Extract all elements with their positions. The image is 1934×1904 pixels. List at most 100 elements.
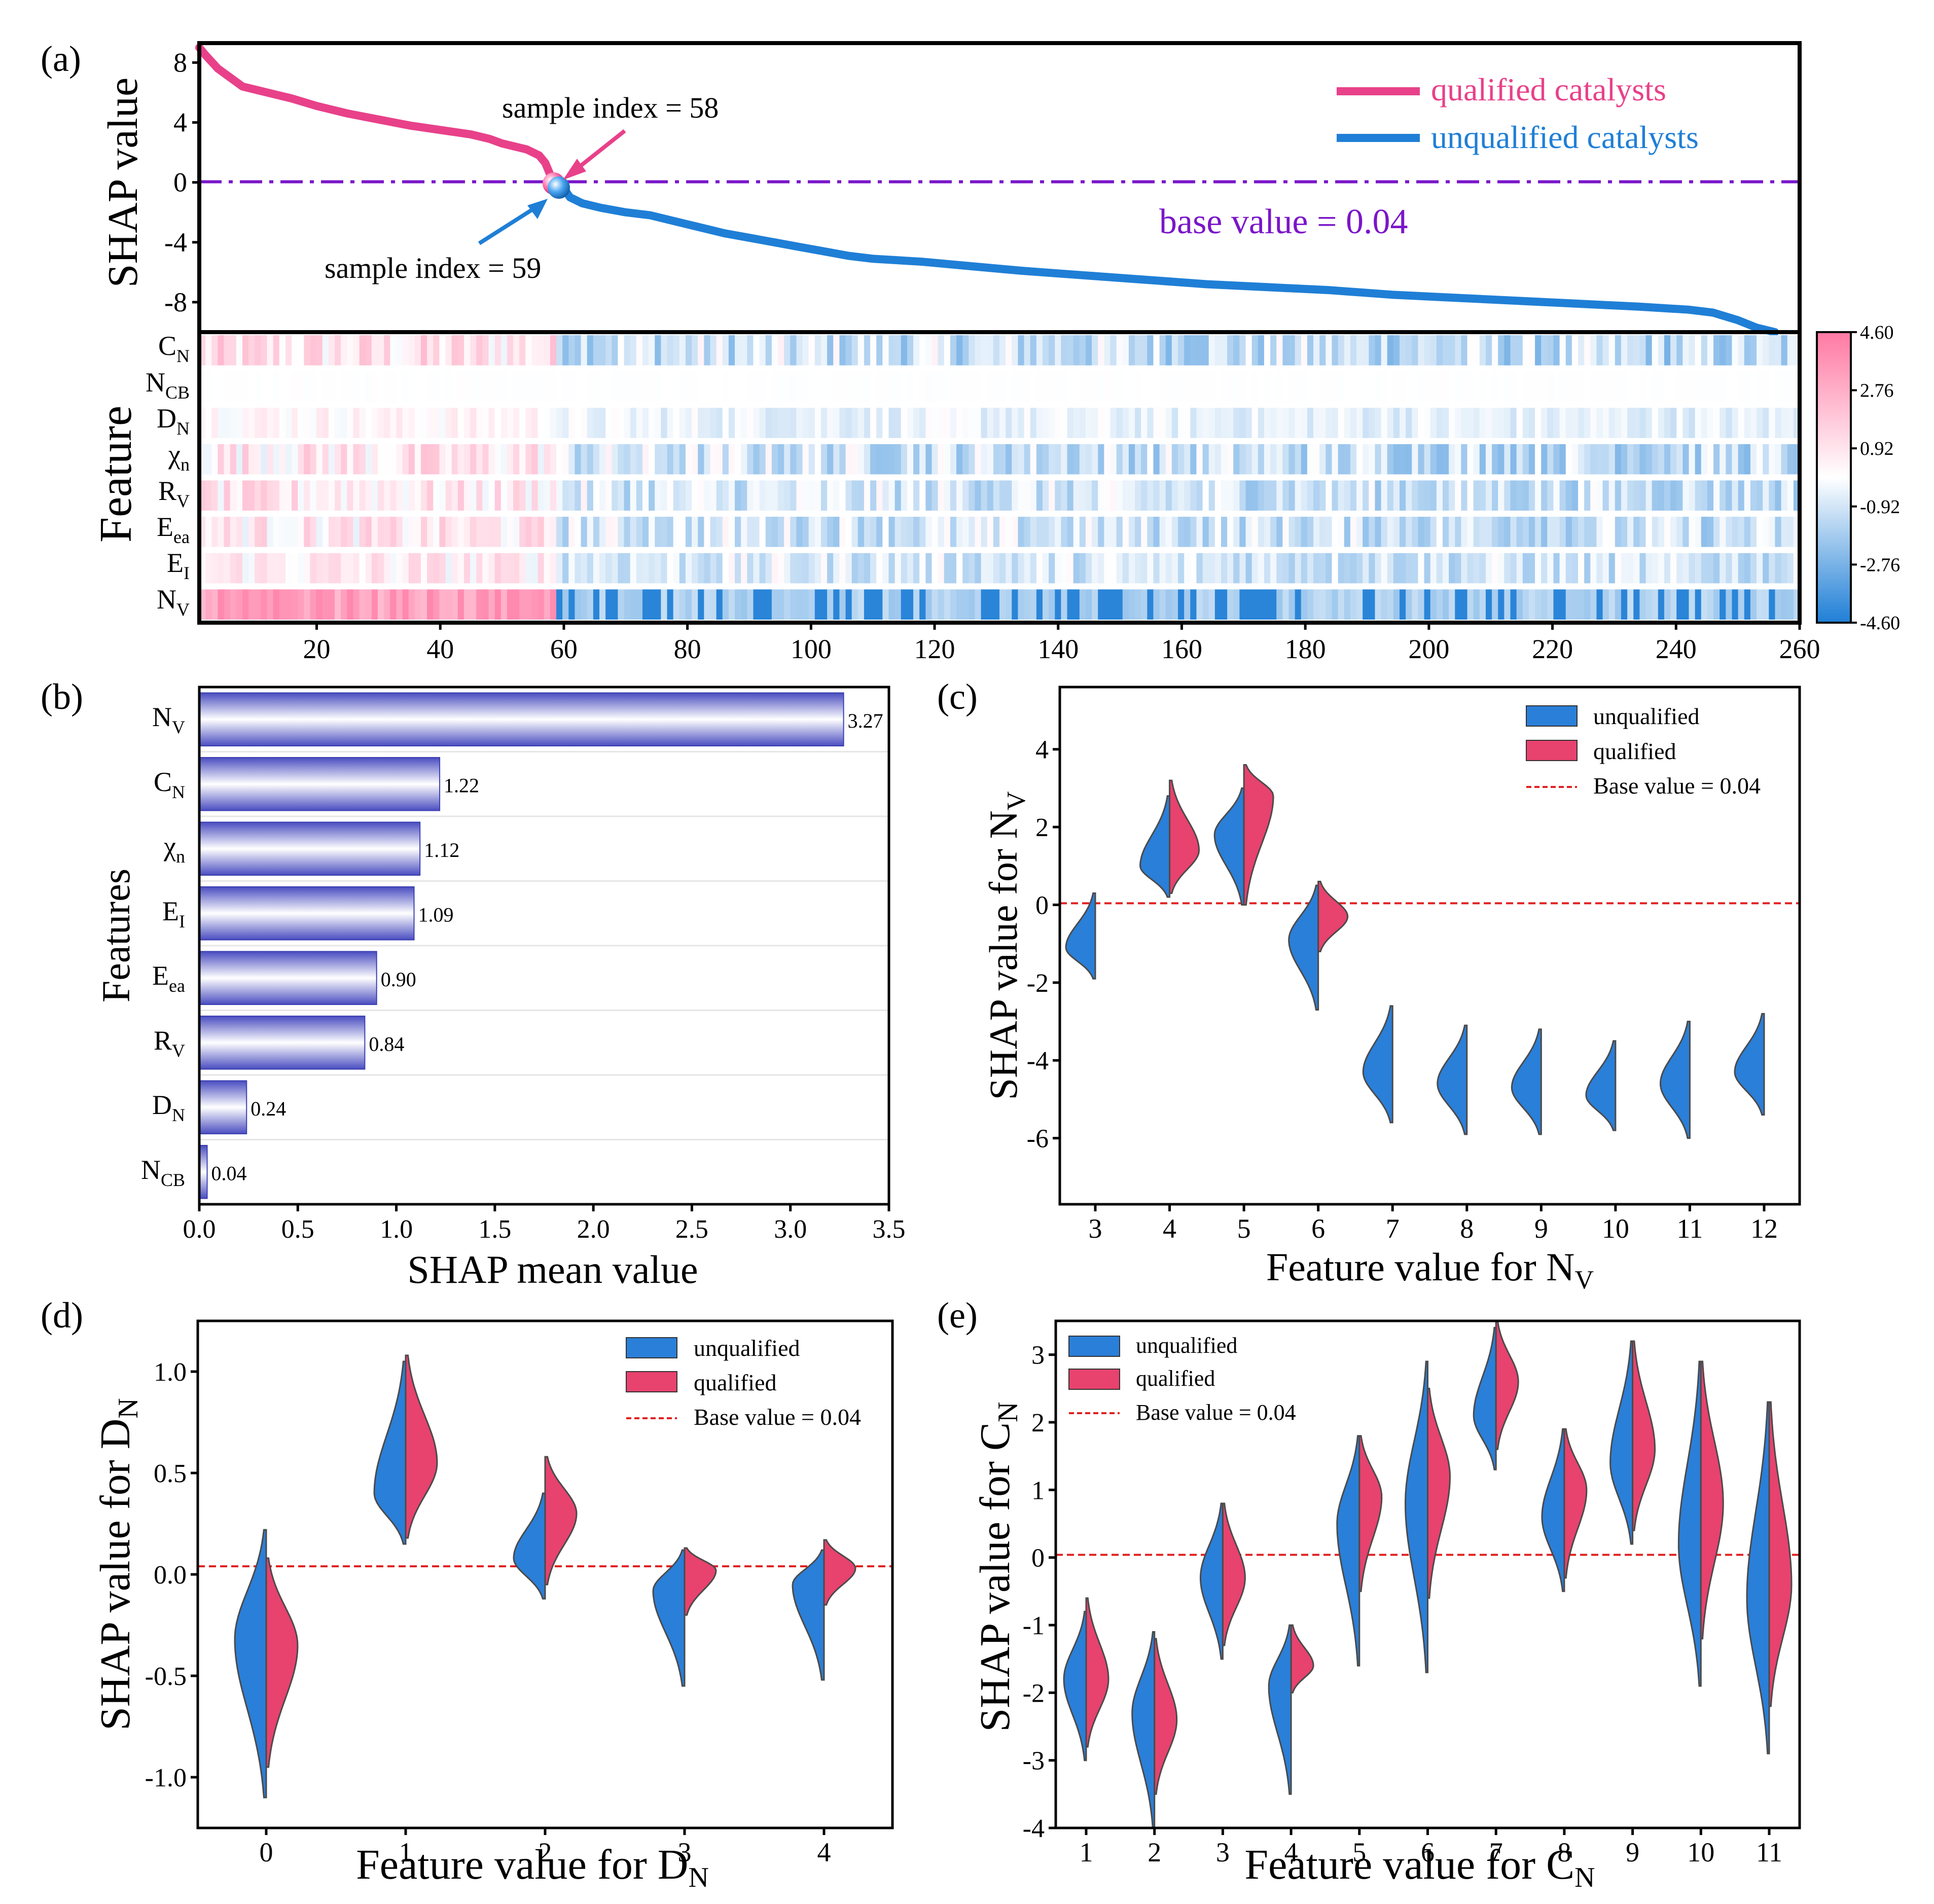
- heatmap-cell: [525, 517, 532, 547]
- heatmap-cell: [999, 444, 1006, 475]
- heatmap-cell: [1400, 517, 1406, 547]
- heatmap-cell: [1492, 480, 1498, 511]
- violin-unqualified-6: [1404, 1360, 1428, 1673]
- heatmap-cell: [1055, 408, 1061, 438]
- panel-e-ylabel: SHAP value for CN: [972, 1402, 1024, 1732]
- heatmap-cell: [1363, 444, 1369, 475]
- heatmap-cell: [1208, 335, 1215, 366]
- heatmap-cell: [1492, 517, 1498, 547]
- heatmap-cell: [944, 444, 951, 475]
- panel-b-frame: [198, 686, 890, 1206]
- heatmap-cell: [1738, 589, 1745, 620]
- heatmap-cell: [1528, 480, 1535, 511]
- violin-unqualified-4: [1139, 795, 1171, 898]
- heatmap-cell: [1602, 371, 1609, 402]
- heatmap-cell: [950, 517, 957, 547]
- heatmap-cell: [1153, 444, 1160, 475]
- heatmap-cell: [1726, 480, 1733, 511]
- heatmap-cell: [1319, 371, 1326, 402]
- heatmap-cell: [932, 371, 939, 402]
- heatmap-cell: [901, 517, 908, 547]
- heatmap-cell: [1516, 553, 1523, 584]
- heatmap-cell: [1375, 553, 1382, 584]
- heatmap-cell: [1006, 589, 1012, 620]
- heatmap-cell: [1400, 480, 1406, 511]
- heatmap-cell: [907, 480, 914, 511]
- panel-e-frame: [1054, 1319, 1801, 1829]
- heatmap-cell: [1369, 480, 1376, 511]
- heatmap-cell: [1744, 335, 1751, 366]
- heatmap-cell: [1553, 480, 1560, 511]
- heatmap-cell: [1092, 335, 1098, 366]
- heatmap-cell: [932, 335, 939, 366]
- heatmap-cell: [420, 408, 427, 438]
- heatmap-cell: [1652, 589, 1659, 620]
- heatmap-cell: [531, 335, 539, 366]
- heatmap-cell: [1720, 444, 1726, 475]
- heatmap-cell: [1590, 444, 1597, 475]
- bar-chi-n: [199, 821, 421, 876]
- heatmap-cell: [1461, 444, 1468, 475]
- heatmap-cell: [1645, 553, 1653, 584]
- heatmap-cell: [864, 444, 871, 475]
- heatmap-cell: [1701, 408, 1708, 438]
- heatmap-cell: [944, 480, 951, 511]
- heatmap-cell: [599, 335, 606, 366]
- hm-xtick-label: 100: [791, 634, 832, 664]
- heatmap-cell: [1455, 444, 1461, 475]
- violin-unqualified-3: [1199, 1502, 1224, 1660]
- heatmap-cell: [913, 480, 920, 511]
- heatmap-cell: [384, 589, 390, 620]
- heatmap-cell: [1221, 444, 1228, 475]
- heatmap-cell: [390, 553, 397, 584]
- ytick-label: -0.5: [145, 1662, 187, 1691]
- heatmap-cell: [1350, 408, 1357, 438]
- heatmap-cell: [1282, 444, 1290, 475]
- heatmap-cell: [999, 408, 1006, 438]
- heatmap-cell: [1012, 444, 1019, 475]
- heatmap-cell: [612, 517, 619, 547]
- heatmap-cell: [205, 335, 212, 366]
- b-xtick-label: 3.5: [873, 1215, 906, 1244]
- heatmap-cell: [1522, 371, 1529, 402]
- heatmap-cell: [1326, 335, 1333, 366]
- heatmap-cell: [1461, 335, 1468, 366]
- heatmap-cell: [1116, 480, 1123, 511]
- heatmap-cell: [304, 553, 311, 584]
- heatmap-cell: [1701, 553, 1708, 584]
- heatmap-cell: [692, 480, 698, 511]
- heatmap-cell: [242, 335, 249, 366]
- heatmap-cell: [1757, 444, 1763, 475]
- heatmap-cell: [211, 408, 219, 438]
- heatmap-cell: [593, 335, 600, 366]
- heatmap-cell: [888, 444, 896, 475]
- heatmap-cell: [1202, 444, 1209, 475]
- xtick-label: 1: [399, 1837, 413, 1867]
- heatmap-cell: [642, 517, 649, 547]
- heatmap-cell: [1221, 335, 1228, 366]
- heatmap-cell: [1726, 408, 1733, 438]
- heatmap-cell: [347, 335, 354, 366]
- heatmap-cell: [575, 553, 582, 584]
- heatmap-cell: [876, 553, 883, 584]
- heatmap-cell: [845, 480, 852, 511]
- heatmap-cell: [1479, 408, 1486, 438]
- heatmap-cell: [1689, 480, 1696, 511]
- heatmap-cell: [888, 589, 896, 620]
- heatmap-cell: [279, 589, 286, 620]
- arrow-59-head: [527, 199, 548, 219]
- heatmap-cell: [255, 517, 261, 547]
- heatmap-cell: [1461, 408, 1468, 438]
- heatmap-cell: [341, 480, 347, 511]
- heatmap-cell: [1006, 517, 1012, 547]
- heatmap-cell: [1713, 480, 1720, 511]
- heatmap-cell: [507, 480, 514, 511]
- heatmap-cell: [778, 480, 784, 511]
- heatmap-cell: [482, 480, 489, 511]
- heatmap-cell: [550, 335, 557, 366]
- violin-qualified-9: [1632, 1340, 1656, 1531]
- heatmap-cell: [1369, 335, 1376, 366]
- heatmap-cell: [784, 480, 791, 511]
- heatmap-cell: [1092, 444, 1098, 475]
- heatmap-cell: [1270, 371, 1277, 402]
